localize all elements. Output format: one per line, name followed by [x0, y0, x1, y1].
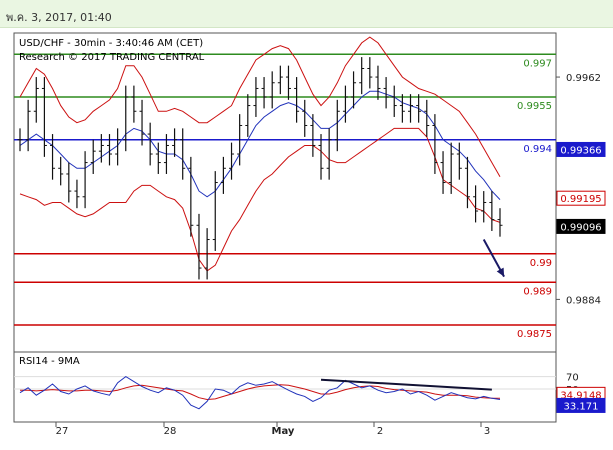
lower-band-line — [19, 127, 501, 272]
rsi-chart — [14, 375, 556, 410]
chart-title: USD/CHF - 30min - 3:40:46 AM (CET) — [19, 38, 203, 49]
x-tick-label: 3 — [484, 426, 490, 437]
y-tick-label: 0.9884 — [566, 295, 601, 306]
date-bar: พ.ค. 3, 2017, 01:40 — [0, 0, 613, 28]
trend-arrow-head — [496, 267, 505, 277]
price-label-box — [556, 218, 606, 234]
price-label-text: 0.99195 — [560, 194, 601, 205]
level-label: 0.99 — [530, 258, 552, 269]
rsi-value-box — [556, 397, 606, 413]
rsi-value-text: 33.171 — [564, 401, 599, 412]
level-label: 0.9875 — [517, 329, 552, 340]
main-panel-frame — [13, 32, 557, 354]
chart-subtitle: Research © 2017 TRADING CENTRAL — [19, 52, 205, 63]
level-label: 0.997 — [523, 58, 552, 69]
moving-average-line — [19, 90, 501, 200]
upper-band-line — [19, 36, 501, 178]
price-chart: 0.997 0.9955 0.994 0.99 0.989 0.9875 — [14, 36, 556, 340]
price-label-box — [556, 141, 606, 157]
level-label: 0.9955 — [517, 101, 552, 112]
rsi-tick-label: 70 — [566, 373, 579, 384]
axis-labels: 0.993660.991950.990960.99620.9884705034.… — [55, 73, 606, 437]
price-label-box — [556, 190, 606, 206]
level-label: 0.989 — [523, 286, 552, 297]
price-label-text: 0.99366 — [560, 145, 601, 156]
rsi-trend-line — [320, 378, 492, 391]
x-tick-label: May — [272, 426, 295, 437]
rsi-line — [19, 375, 501, 410]
price-label-text: 0.99096 — [560, 222, 601, 233]
date-time-label: พ.ค. 3, 2017, 01:40 — [6, 11, 112, 24]
rsi-panel-frame — [13, 351, 557, 423]
rsi-value-text: 34.9148 — [560, 390, 601, 401]
rsi-title: RSI14 - 9MA — [19, 356, 80, 367]
level-label: 0.994 — [523, 144, 552, 155]
x-tick-label: 28 — [164, 426, 177, 437]
x-tick-label: 27 — [56, 426, 69, 437]
y-tick-label: 0.9962 — [566, 73, 601, 84]
x-tick-label: 2 — [377, 426, 383, 437]
